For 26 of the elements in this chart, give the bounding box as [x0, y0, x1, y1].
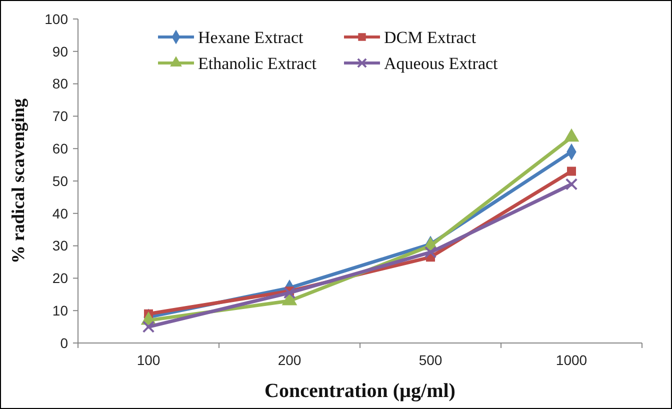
- y-tick-label: 0: [60, 334, 68, 351]
- legend-label: DCM Extract: [384, 28, 476, 47]
- y-tick-label: 90: [52, 43, 68, 60]
- point: [567, 166, 576, 176]
- point: [424, 246, 437, 258]
- point: [142, 320, 155, 333]
- y-tick-label: 10: [52, 302, 68, 318]
- y-tick-label: 80: [52, 76, 68, 92]
- y-tick-label: 30: [52, 238, 68, 254]
- x-axis-title: Concentration (µg/ml): [264, 380, 456, 402]
- x-tick-label: 1000: [556, 352, 588, 368]
- point: [283, 286, 296, 299]
- point: [565, 178, 578, 190]
- y-tick-label: 100: [44, 10, 68, 27]
- legend-label: Ethanolic Extract: [198, 54, 317, 73]
- y-tick-label: 40: [52, 205, 68, 222]
- legend-label: Aqueous Extract: [384, 54, 498, 73]
- y-tick-label: 70: [52, 108, 68, 124]
- x-tick-label: 200: [278, 352, 302, 368]
- x-tick-label: 500: [418, 352, 442, 368]
- legend-label: Hexane Extract: [198, 28, 304, 47]
- y-tick-label: 60: [52, 140, 68, 156]
- x-tick-label: 100: [136, 352, 160, 368]
- y-tick-label: 50: [52, 172, 68, 189]
- y-axis-title: % radical scavenging: [8, 98, 28, 264]
- y-tick-label: 20: [52, 270, 68, 286]
